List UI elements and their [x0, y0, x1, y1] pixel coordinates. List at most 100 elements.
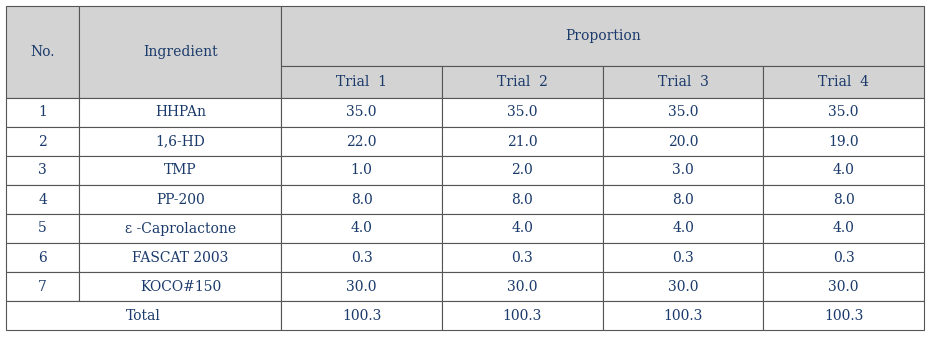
Text: 100.3: 100.3: [824, 308, 863, 323]
Bar: [282, 301, 442, 330]
Text: No.: No.: [31, 45, 55, 59]
Bar: [764, 98, 924, 127]
Bar: [442, 301, 603, 330]
Text: 8.0: 8.0: [351, 192, 373, 207]
Bar: [79, 127, 282, 156]
Bar: [79, 98, 282, 127]
Text: 8.0: 8.0: [512, 192, 533, 207]
Bar: [442, 272, 603, 301]
Text: 1,6-HD: 1,6-HD: [155, 134, 206, 149]
Bar: [764, 156, 924, 185]
Bar: [764, 66, 924, 98]
Text: 7: 7: [38, 279, 47, 294]
Bar: [6, 185, 79, 214]
Text: Trial  2: Trial 2: [497, 75, 548, 89]
Bar: [6, 98, 79, 127]
Bar: [6, 127, 79, 156]
Bar: [282, 156, 442, 185]
Bar: [764, 185, 924, 214]
Bar: [79, 156, 282, 185]
Bar: [442, 127, 603, 156]
Bar: [79, 243, 282, 272]
Bar: [442, 185, 603, 214]
Text: 0.3: 0.3: [832, 250, 855, 265]
Text: HHPAn: HHPAn: [155, 105, 206, 120]
Text: PP-200: PP-200: [156, 192, 205, 207]
Bar: [6, 214, 79, 243]
Text: Trial  3: Trial 3: [658, 75, 709, 89]
Text: 5: 5: [38, 221, 47, 236]
Text: Ingredient: Ingredient: [143, 45, 218, 59]
Bar: [282, 214, 442, 243]
Text: 6: 6: [38, 250, 47, 265]
Bar: [282, 98, 442, 127]
Bar: [282, 185, 442, 214]
Bar: [442, 214, 603, 243]
Text: 4.0: 4.0: [672, 221, 694, 236]
Text: FASCAT 2003: FASCAT 2003: [132, 250, 229, 265]
Text: 4.0: 4.0: [351, 221, 373, 236]
Bar: [603, 243, 764, 272]
Bar: [79, 272, 282, 301]
Text: 4.0: 4.0: [832, 221, 855, 236]
Text: 30.0: 30.0: [829, 279, 859, 294]
Bar: [764, 272, 924, 301]
Text: 35.0: 35.0: [668, 105, 698, 120]
Bar: [603, 98, 764, 127]
Text: 2: 2: [38, 134, 47, 149]
Text: 20.0: 20.0: [668, 134, 698, 149]
Bar: [79, 6, 282, 98]
Text: 2.0: 2.0: [512, 163, 533, 178]
Bar: [442, 156, 603, 185]
Bar: [603, 127, 764, 156]
Text: KOCO#150: KOCO#150: [140, 279, 221, 294]
Text: TMP: TMP: [164, 163, 197, 178]
Bar: [282, 127, 442, 156]
Bar: [603, 185, 764, 214]
Text: Proportion: Proportion: [565, 29, 641, 43]
Bar: [282, 66, 442, 98]
Bar: [6, 156, 79, 185]
Bar: [764, 127, 924, 156]
Text: 100.3: 100.3: [503, 308, 542, 323]
Text: 0.3: 0.3: [672, 250, 694, 265]
Bar: [282, 243, 442, 272]
Text: 4.0: 4.0: [832, 163, 855, 178]
Bar: [764, 243, 924, 272]
Text: 30.0: 30.0: [507, 279, 538, 294]
Bar: [603, 66, 764, 98]
Text: 35.0: 35.0: [829, 105, 859, 120]
Text: 1.0: 1.0: [351, 163, 373, 178]
Bar: [79, 185, 282, 214]
Text: 3: 3: [38, 163, 47, 178]
Text: 100.3: 100.3: [342, 308, 381, 323]
Bar: [6, 272, 79, 301]
Bar: [442, 98, 603, 127]
Bar: [282, 6, 924, 66]
Bar: [764, 301, 924, 330]
Text: 22.0: 22.0: [347, 134, 377, 149]
Text: 21.0: 21.0: [507, 134, 538, 149]
Text: 3.0: 3.0: [672, 163, 694, 178]
Bar: [603, 214, 764, 243]
Text: 100.3: 100.3: [663, 308, 703, 323]
Text: Trial  4: Trial 4: [818, 75, 870, 89]
Text: 19.0: 19.0: [829, 134, 859, 149]
Bar: [603, 301, 764, 330]
Text: 35.0: 35.0: [347, 105, 377, 120]
Text: 0.3: 0.3: [351, 250, 373, 265]
Text: ε -Caprolactone: ε -Caprolactone: [125, 221, 236, 236]
Text: 30.0: 30.0: [347, 279, 377, 294]
Text: 30.0: 30.0: [668, 279, 698, 294]
Text: 8.0: 8.0: [672, 192, 694, 207]
Text: 0.3: 0.3: [512, 250, 533, 265]
Bar: [6, 243, 79, 272]
Bar: [6, 301, 282, 330]
Bar: [603, 272, 764, 301]
Bar: [442, 66, 603, 98]
Text: 1: 1: [38, 105, 47, 120]
Bar: [603, 156, 764, 185]
Bar: [79, 214, 282, 243]
Text: 35.0: 35.0: [507, 105, 538, 120]
Bar: [764, 214, 924, 243]
